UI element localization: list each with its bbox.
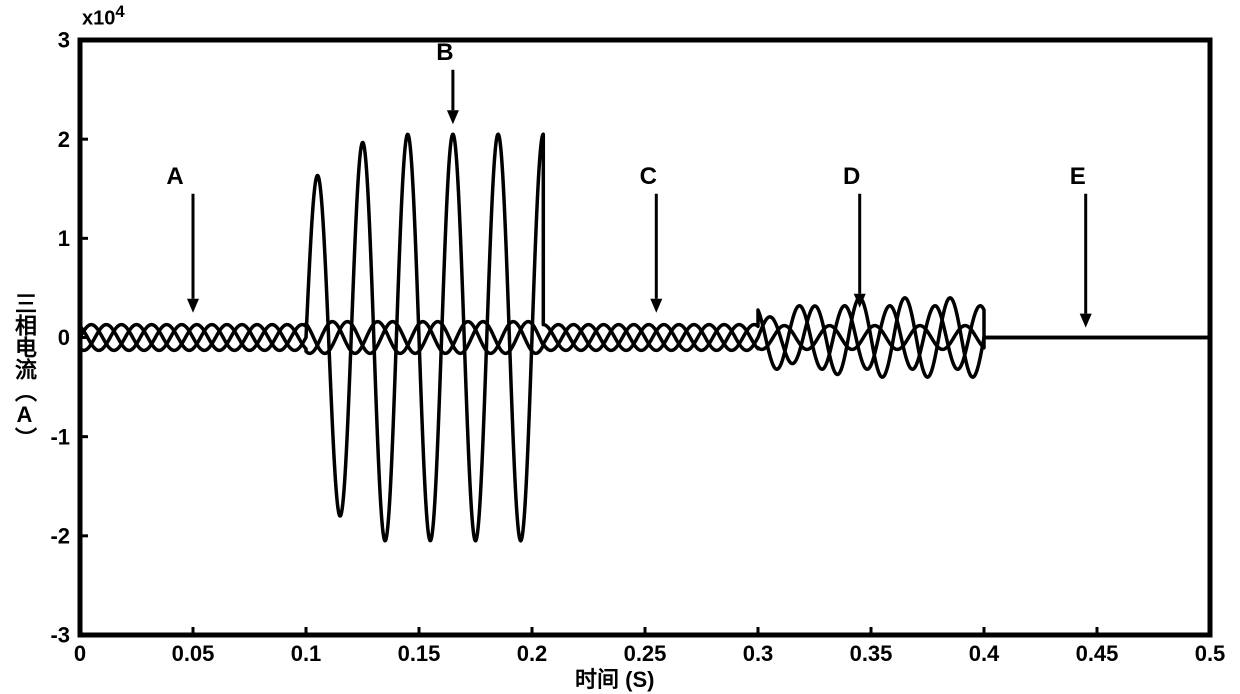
svg-text:0: 0 <box>58 325 70 350</box>
svg-text:1: 1 <box>58 226 70 251</box>
annotation-label-D: D <box>843 163 860 190</box>
svg-text:0.15: 0.15 <box>398 641 441 666</box>
svg-text:2: 2 <box>58 127 70 152</box>
svg-text:0: 0 <box>74 641 86 666</box>
waveform-chart: 0 0.05 0.1 0.15 0.2 0.25 0.3 0.35 0.4 0.45 0.5 -3 -2… <box>0 0 1240 689</box>
svg-text:0.35: 0.35 <box>850 641 893 666</box>
svg-text:0.45: 0.45 <box>1076 641 1119 666</box>
annotation-label-B: B <box>436 39 453 66</box>
page-root: { "canvas": { "width": 1240, "height": 6… <box>0 0 1240 689</box>
svg-text:0.4: 0.4 <box>969 641 1000 666</box>
svg-text:0.2: 0.2 <box>517 641 548 666</box>
svg-text:0.05: 0.05 <box>172 641 215 666</box>
annotation-label-E: E <box>1070 163 1086 190</box>
annotation-label-C: C <box>640 163 657 190</box>
svg-text:0.3: 0.3 <box>743 641 774 666</box>
svg-text:-3: -3 <box>50 623 70 648</box>
svg-text:0.5: 0.5 <box>1195 641 1226 666</box>
annotation-label-A: A <box>166 163 183 190</box>
svg-text:-1: -1 <box>50 424 70 449</box>
svg-text:0.25: 0.25 <box>624 641 667 666</box>
svg-text:3: 3 <box>58 28 70 53</box>
svg-text:-2: -2 <box>50 524 70 549</box>
svg-text:0.1: 0.1 <box>291 641 322 666</box>
